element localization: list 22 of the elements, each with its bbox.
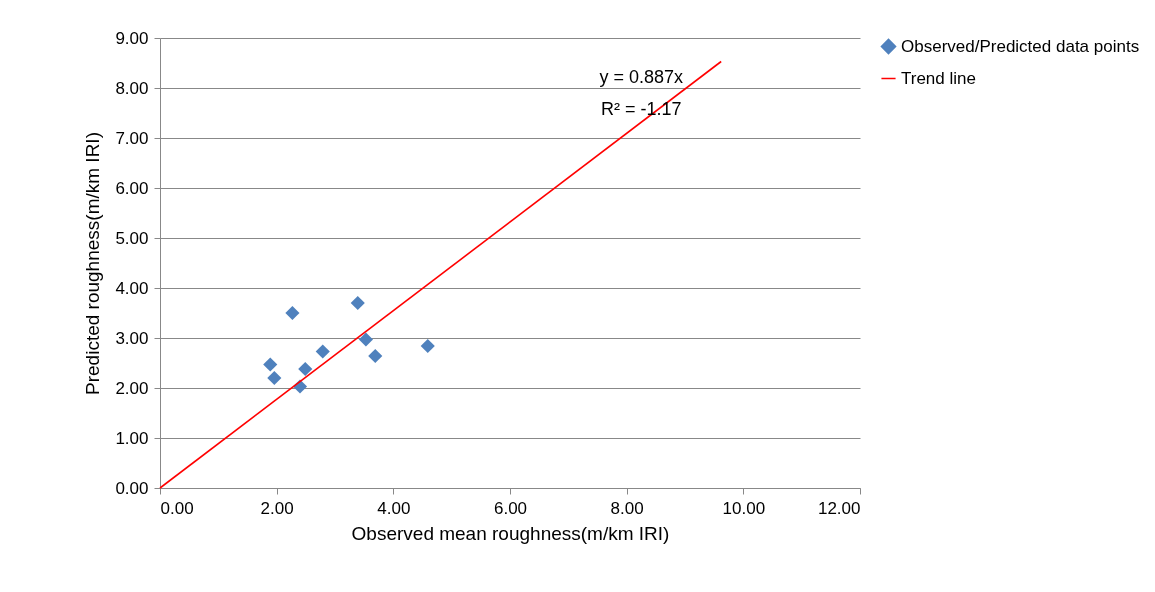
legend-label: Trend line [901,68,976,88]
y-tick-label: 0.00 [115,478,149,498]
x-tick-label: 4.00 [377,498,411,518]
annotation: y = 0.887x [599,66,683,87]
y-tick-label: 2.00 [115,378,149,398]
y-tick-label: 3.00 [115,328,149,348]
x-tick-label: 0.00 [160,498,194,518]
x-tick-label: 6.00 [493,498,528,518]
y-tick-label: 6.00 [115,178,149,198]
y-tick-label: 5.00 [115,228,149,248]
y-axis-title: Predicted roughness(m/km IRI) [82,132,104,395]
x-tick-label: 2.00 [260,498,294,518]
y-tick-label: 1.00 [115,428,149,448]
y-tick-label: 4.00 [115,278,149,298]
x-axis-title: Observed mean roughness(m/km IRI) [351,522,670,544]
y-tick-label: 7.00 [115,128,149,148]
legend-label: Observed/Predicted data points [901,36,1140,56]
y-tick-label: 9.00 [115,28,149,48]
x-tick-label: 10.00 [722,498,766,518]
x-tick-label: 12.00 [817,498,861,518]
x-tick-label: 8.00 [610,498,644,518]
y-tick-label: 8.00 [115,78,149,98]
